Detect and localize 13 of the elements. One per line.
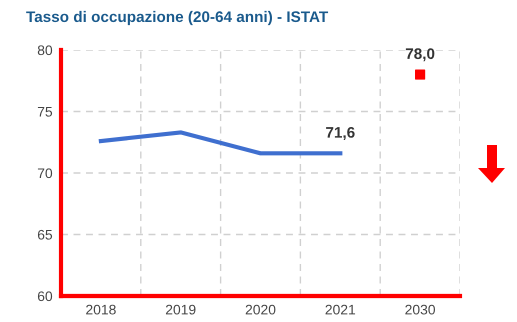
data-label: 78,0 <box>406 48 434 62</box>
y-tick-label: 60 <box>38 291 52 302</box>
x-tick-label: 2019 <box>166 304 196 315</box>
y-tick-label: 80 <box>38 45 52 56</box>
data-label: 71,6 <box>326 126 355 140</box>
chart-title: Tasso di occupazione (20-64 anni) - ISTAT <box>26 10 328 26</box>
x-tick-label: 2021 <box>326 304 356 315</box>
y-tick-label: 65 <box>38 230 52 240</box>
y-tick-label: 75 <box>38 106 52 117</box>
x-tick-label: 2030 <box>405 304 436 315</box>
y-tick-label: 70 <box>38 168 52 178</box>
x-tick-label: 2020 <box>246 304 276 315</box>
x-tick-label: 2018 <box>86 304 116 315</box>
